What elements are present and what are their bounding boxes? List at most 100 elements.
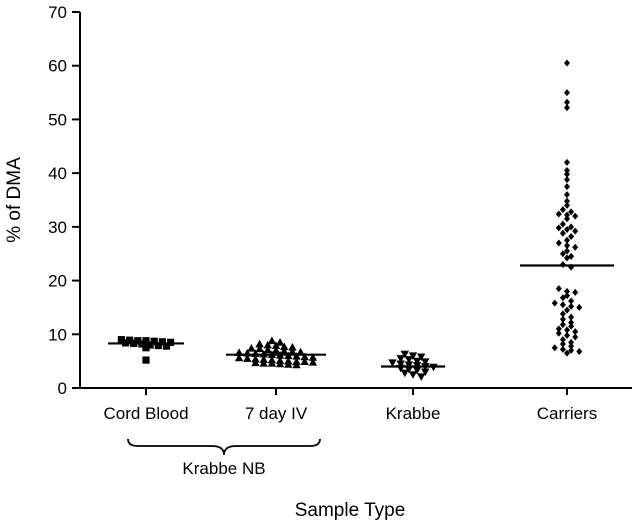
data-point-carriers <box>568 346 575 354</box>
data-point-carriers <box>559 315 566 323</box>
data-point-cord-blood <box>154 341 162 350</box>
data-point-7-day-iv <box>267 336 277 345</box>
data-point-carriers <box>568 223 575 231</box>
data-point-krabbe <box>404 356 414 364</box>
data-point-carriers <box>564 158 570 166</box>
data-point-carriers <box>559 310 566 318</box>
group-bracket-label: Krabbe NB <box>182 459 265 478</box>
data-point-carriers <box>564 166 570 174</box>
data-point-krabbe <box>400 369 409 378</box>
data-point-cord-blood <box>142 344 150 352</box>
data-point-7-day-iv <box>275 359 285 368</box>
data-point-krabbe <box>404 361 414 370</box>
data-point-carriers <box>564 215 570 223</box>
data-point-carriers <box>564 287 570 295</box>
data-point-krabbe <box>396 360 405 369</box>
data-point-carriers <box>568 297 575 305</box>
data-point-carriers <box>572 328 579 336</box>
category-label-krabbe: Krabbe <box>386 404 441 423</box>
data-point-krabbe <box>400 350 409 359</box>
y-tick-label: 50 <box>48 110 67 129</box>
group-bracket <box>127 438 321 456</box>
group-brace <box>127 438 321 456</box>
data-point-carriers <box>564 349 570 357</box>
data-point-7-day-iv <box>292 352 301 360</box>
data-point-carriers <box>568 313 575 321</box>
data-point-carriers <box>564 59 570 67</box>
data-point-carriers <box>564 89 570 97</box>
data-point-krabbe <box>421 358 430 366</box>
data-point-carriers <box>555 210 562 218</box>
data-point-7-day-iv <box>280 342 289 350</box>
data-point-carriers <box>555 224 562 232</box>
data-point-carriers <box>564 197 570 205</box>
data-points <box>117 59 583 381</box>
category-label-carriers: Carriers <box>537 404 597 423</box>
data-point-carriers <box>564 170 570 178</box>
data-point-krabbe <box>412 357 422 366</box>
data-point-carriers <box>555 239 562 247</box>
data-point-krabbe <box>417 373 426 381</box>
data-point-7-day-iv <box>271 346 281 354</box>
data-point-7-day-iv <box>308 358 318 366</box>
data-point-7-day-iv <box>267 359 277 367</box>
data-point-carriers <box>559 336 566 344</box>
data-point-cord-blood <box>162 342 171 350</box>
data-point-carriers <box>576 347 583 355</box>
data-point-carriers <box>564 326 570 334</box>
data-point-cord-blood <box>126 336 134 344</box>
data-point-carriers <box>568 302 575 310</box>
mean-lines <box>108 264 614 368</box>
data-point-krabbe <box>412 366 422 375</box>
data-point-cord-blood <box>150 337 158 345</box>
data-point-7-day-iv <box>284 360 293 368</box>
data-point-carriers <box>559 340 566 348</box>
data-point-carriers <box>572 333 579 341</box>
data-point-7-day-iv <box>280 346 289 355</box>
data-point-7-day-iv <box>275 338 285 346</box>
y-tick-label: 70 <box>48 3 67 22</box>
data-point-carriers <box>564 226 570 234</box>
y-axis-title: % of DMA <box>4 157 25 243</box>
category-label-7-day-iv: 7 day IV <box>245 404 308 423</box>
data-point-carriers <box>559 345 566 353</box>
data-point-carriers <box>564 306 570 314</box>
data-point-7-day-iv <box>300 352 309 361</box>
data-point-carriers <box>572 227 579 235</box>
data-point-7-day-iv <box>292 360 301 369</box>
data-point-carriers <box>572 243 579 251</box>
data-point-7-day-iv <box>259 359 268 367</box>
category-label-cord-blood: Cord Blood <box>103 404 188 423</box>
data-point-carriers <box>559 220 566 228</box>
data-point-7-day-iv <box>247 344 256 352</box>
x-axis: Cord Blood 7 day IV Krabbe Carriers <box>80 387 632 423</box>
data-point-carriers <box>564 98 570 106</box>
data-point-carriers <box>555 325 562 333</box>
data-point-carriers <box>555 329 562 337</box>
data-point-cord-blood <box>142 337 150 345</box>
data-point-7-day-iv <box>308 353 318 361</box>
data-point-7-day-iv <box>251 358 260 367</box>
data-point-carriers <box>576 303 583 311</box>
data-point-7-day-iv <box>296 347 305 356</box>
y-axis: 0 10 20 30 40 50 60 70 <box>48 3 81 398</box>
data-point-carriers <box>568 322 575 330</box>
data-point-7-day-iv <box>255 339 264 348</box>
data-point-7-day-iv <box>271 341 281 349</box>
data-point-carriers <box>564 254 570 262</box>
data-point-carriers <box>559 321 566 329</box>
data-point-7-day-iv <box>234 353 244 362</box>
data-point-carriers <box>559 301 566 309</box>
data-point-7-day-iv <box>263 345 272 354</box>
y-tick-label: 20 <box>48 272 67 291</box>
data-point-carriers <box>564 236 570 244</box>
data-point-carriers <box>564 247 570 255</box>
y-tick-label: 40 <box>48 164 67 183</box>
data-point-carriers <box>559 229 566 237</box>
y-tick-label: 0 <box>58 379 67 398</box>
data-point-cord-blood <box>158 338 166 346</box>
data-point-carriers <box>551 299 558 307</box>
data-point-cord-blood <box>142 356 150 364</box>
data-point-carriers <box>572 288 579 296</box>
data-point-carriers <box>559 206 566 214</box>
